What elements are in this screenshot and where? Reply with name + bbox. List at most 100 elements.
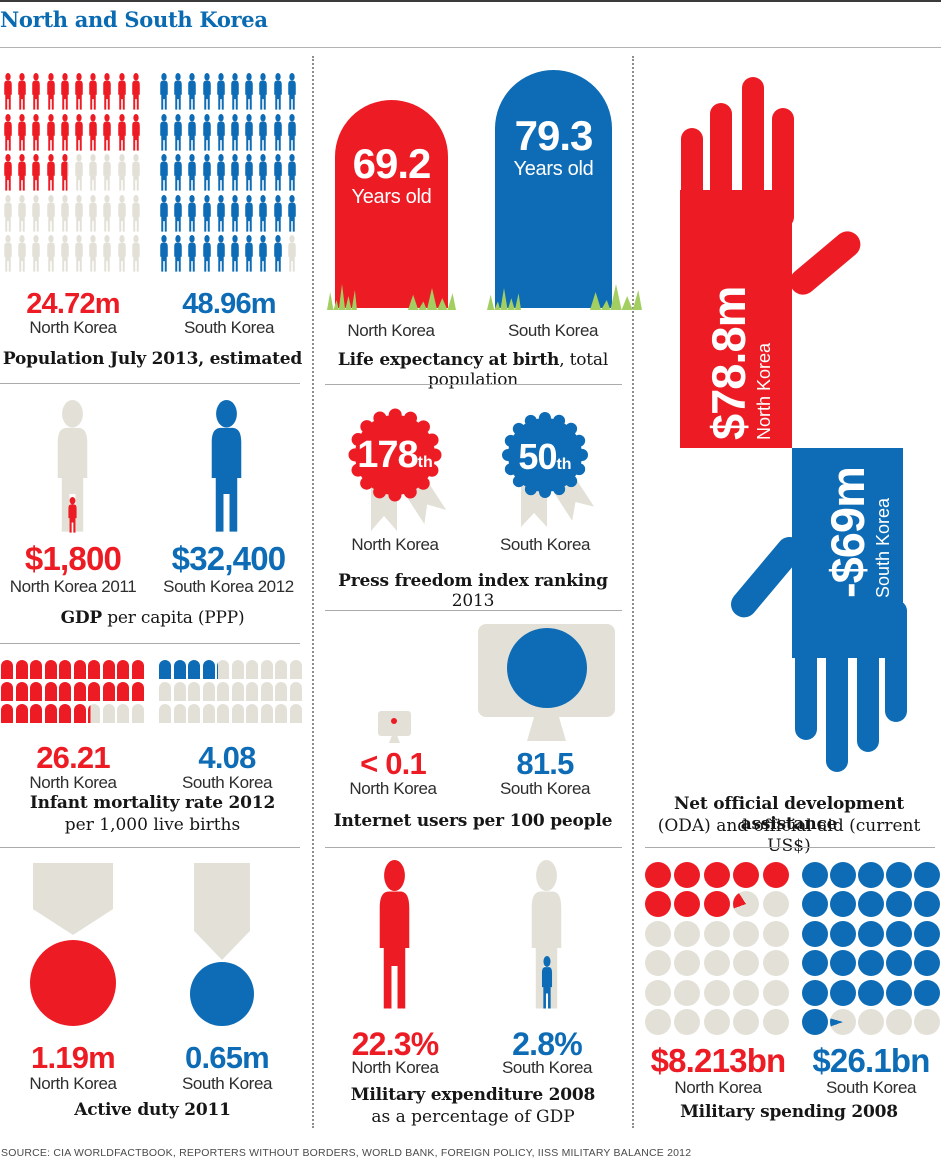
tombstone-icon — [188, 704, 200, 723]
person-icon — [186, 235, 198, 272]
tombstone-icon — [88, 704, 100, 723]
person-icon — [272, 154, 284, 191]
press-freedom-south-label: South Korea — [499, 535, 591, 554]
dot-icon — [830, 1008, 856, 1035]
person-icon — [30, 194, 42, 232]
person-icon — [101, 235, 113, 272]
person-icon — [172, 235, 184, 272]
dot-icon — [645, 979, 671, 1006]
tombstone-icon — [30, 660, 42, 679]
dot-icon — [830, 920, 856, 947]
tombstone-icon — [88, 682, 100, 701]
tombstone-icon — [246, 704, 258, 723]
person-icon — [215, 154, 227, 191]
gdp-north-value: $1,800 — [24, 540, 122, 577]
population-caption: Population July 2013, estimated — [2, 349, 303, 369]
person-icon — [130, 194, 142, 232]
dot-icon — [914, 979, 940, 1006]
life-expectancy-south-value: 79.3 — [514, 112, 594, 159]
dot-icon — [914, 920, 940, 947]
person-icon — [101, 194, 113, 232]
infant-mortality-north-label: North Korea — [29, 773, 117, 792]
tombstone-icon — [260, 660, 273, 679]
dot-icon — [802, 979, 828, 1006]
person-icon — [286, 235, 298, 272]
tombstone-icon — [159, 682, 171, 701]
tombstone-icon — [159, 660, 171, 679]
gdp-north-label: North Korea 2011 — [9, 577, 137, 596]
press-freedom-north-label: North Korea — [351, 535, 439, 554]
dot-icon — [858, 920, 884, 947]
dot-icon — [886, 920, 912, 947]
dot-icon — [914, 891, 940, 918]
person-icon — [215, 235, 227, 272]
military-spending-north-pictogram — [645, 862, 792, 1038]
person-icon — [172, 73, 184, 110]
tombstone-icon — [1, 682, 13, 701]
dot-icon — [830, 950, 856, 977]
dot-icon — [858, 1008, 884, 1035]
life-expectancy-south-unit: Years old — [513, 158, 594, 180]
tombstone-icon — [202, 682, 215, 701]
military-expenditure-caption-line2: as a percentage of GDP — [371, 1107, 575, 1127]
person-icon — [73, 73, 85, 110]
person-icon — [272, 235, 284, 272]
person-icon — [229, 113, 241, 151]
dot-icon — [674, 862, 701, 888]
tombstone-icon — [173, 704, 186, 723]
military-expenditure-south-label: South Korea — [501, 1058, 593, 1077]
active-duty-south-label: South Korea — [181, 1074, 273, 1093]
section-divider — [0, 847, 300, 848]
dot-icon — [802, 1008, 828, 1035]
active-duty-north-ribbon — [33, 863, 113, 935]
person-icon — [116, 73, 128, 110]
gdp-south-person-blue — [203, 400, 250, 533]
person-icon — [59, 73, 71, 110]
active-duty-south-value: 0.65m — [185, 1040, 270, 1075]
person-icon — [201, 194, 213, 232]
dot-icon — [886, 862, 912, 888]
oda-hands: $78.8m North Korea -$69m South Korea — [680, 77, 907, 772]
military-expenditure-south-value: 2.8% — [512, 1026, 583, 1062]
infant-mortality-north-value: 26.21 — [36, 740, 110, 775]
dot-icon — [645, 862, 671, 888]
person-icon — [243, 113, 255, 151]
internet-south-label: South Korea — [499, 779, 591, 798]
person-icon — [73, 194, 85, 232]
person-icon — [30, 154, 42, 191]
person-icon — [272, 194, 284, 232]
life-expectancy-north-tombstone — [335, 100, 448, 308]
person-icon — [243, 194, 255, 232]
grass-icon — [487, 288, 521, 310]
person-icon — [215, 194, 227, 232]
person-icon — [186, 73, 198, 110]
person-icon — [59, 194, 71, 232]
rank-suffix: th — [556, 456, 572, 473]
tombstone-icon — [44, 704, 57, 723]
tombstone-icon — [1, 660, 13, 679]
tombstone-icon — [131, 682, 144, 701]
person-icon — [229, 235, 241, 272]
person-icon — [286, 194, 298, 232]
tombstone-icon — [217, 660, 229, 679]
dot-icon — [733, 862, 760, 888]
dot-icon — [886, 979, 912, 1006]
section-divider — [325, 384, 622, 385]
military-spending-south-value: $26.1bn — [812, 1042, 930, 1079]
person-icon — [101, 154, 113, 191]
section-divider — [0, 643, 300, 644]
tombstone-icon — [30, 704, 42, 723]
top-rule — [0, 0, 941, 2]
person-icon — [201, 113, 213, 151]
person-icon — [30, 113, 42, 151]
press-freedom-north-rosette — [348, 408, 447, 531]
person-icon — [158, 194, 170, 232]
tombstone-icon — [173, 682, 186, 701]
person-icon — [257, 73, 269, 110]
grass-icon — [327, 284, 357, 310]
active-duty-south-ribbon — [194, 863, 250, 960]
person-icon — [201, 73, 213, 110]
person-icon — [101, 113, 113, 151]
person-icon — [59, 113, 71, 151]
